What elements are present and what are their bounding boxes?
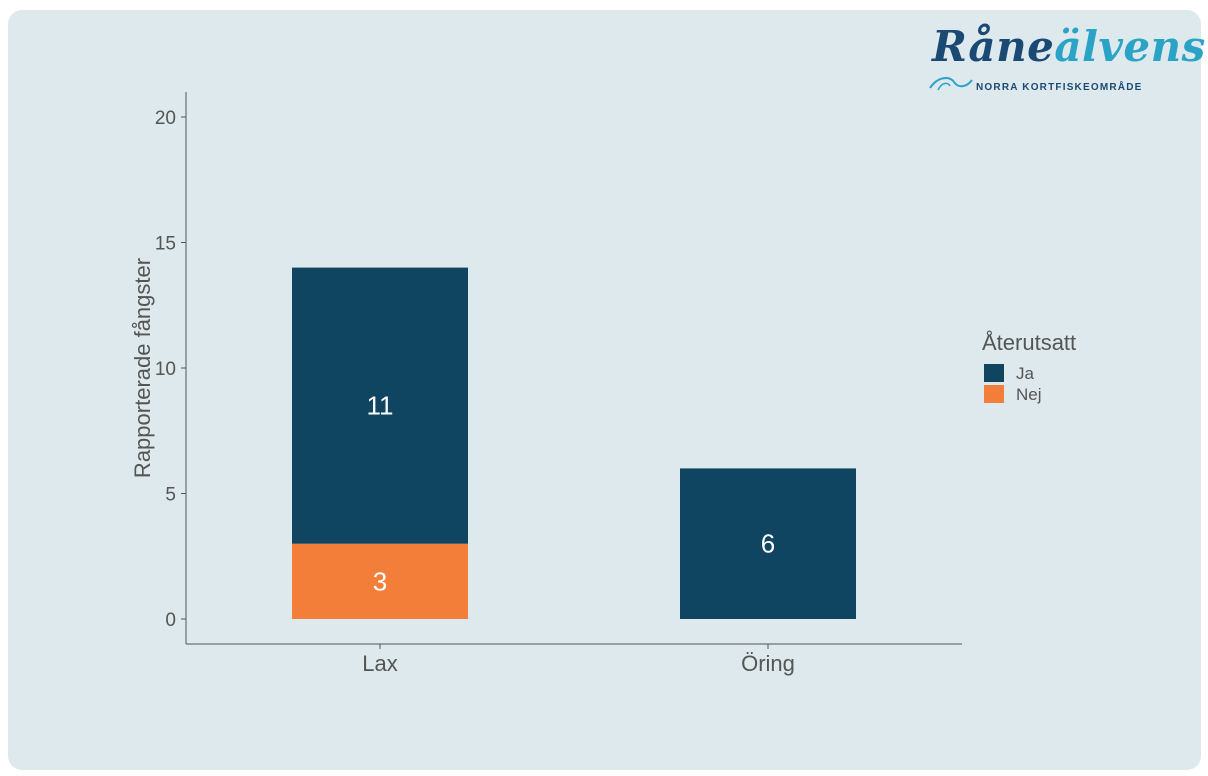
data-label: 3 — [373, 566, 387, 596]
bar-ja-0 — [292, 267, 468, 544]
legend-swatch-ja — [984, 364, 1004, 382]
y-tick-label: 15 — [155, 234, 176, 255]
y-axis-title: Rapporterade fångster — [130, 258, 155, 478]
fishing-fly-icon — [929, 77, 973, 91]
raneälvens-logo: Råneälvens NORRA KORTFISKEOMRÅDE — [920, 22, 1205, 102]
logo-wordmark: Råneälvens — [932, 22, 1206, 71]
logo-word-part1: Råne — [932, 22, 1055, 71]
y-tick-label: 20 — [155, 108, 176, 129]
chart-legend: Återutsatt Ja Nej — [982, 330, 1076, 404]
legend-label-ja: Ja — [1016, 364, 1035, 383]
y-tick-label: 0 — [165, 610, 176, 631]
x-tick-label: Lax — [362, 651, 397, 676]
y-tick-label: 5 — [165, 485, 176, 506]
bar-nej-0 — [292, 543, 468, 619]
chart-bars — [292, 267, 856, 619]
chart-axes: 0 5 10 15 20 Rapporterade fångster Lax Öring — [130, 92, 962, 676]
y-tick-label: 10 — [155, 359, 176, 380]
chart-data-labels: 3 11 6 — [367, 391, 776, 597]
legend-swatch-nej — [984, 385, 1004, 403]
legend-label-nej: Nej — [1016, 385, 1042, 404]
logo-word-part2: älvens — [1054, 22, 1206, 71]
legend-title: Återutsatt — [982, 330, 1076, 355]
bar-ja-1 — [680, 468, 856, 619]
logo-subtitle: NORRA KORTFISKEOMRÅDE — [976, 82, 1143, 93]
x-tick-label: Öring — [741, 651, 795, 676]
data-label: 6 — [761, 529, 775, 559]
data-label: 11 — [367, 391, 394, 421]
